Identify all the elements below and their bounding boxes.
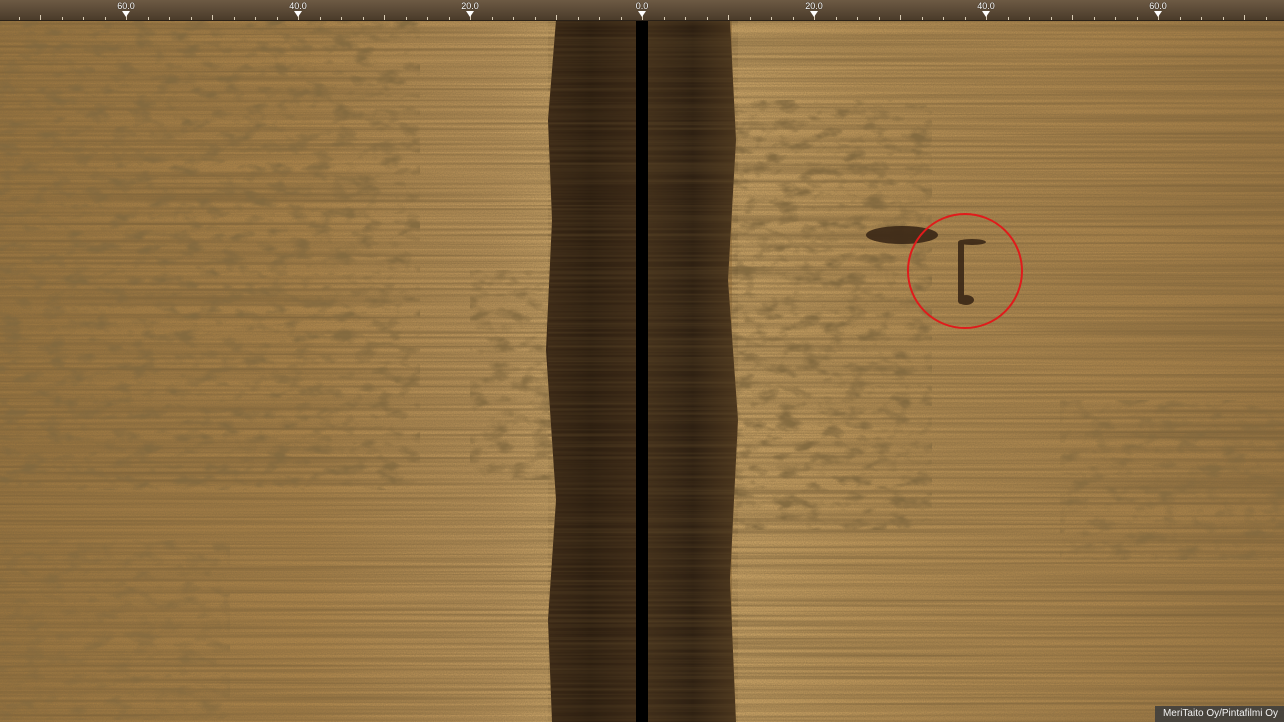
scale-tick-marker xyxy=(1154,11,1162,17)
highlight-circle xyxy=(907,213,1023,329)
scale-minor-tick xyxy=(319,17,321,20)
scale-tick-label: 40.0 xyxy=(977,1,995,11)
nadir-line xyxy=(636,20,648,722)
scale-tick-marker xyxy=(810,11,818,17)
scale-minor-tick xyxy=(599,17,600,20)
scale-minor-tick xyxy=(663,17,665,20)
scale-minor-tick xyxy=(620,17,622,20)
scale-minor-tick xyxy=(448,17,450,20)
scale-minor-tick xyxy=(900,15,901,20)
scale-minor-tick xyxy=(405,17,407,20)
scale-minor-tick xyxy=(255,17,256,20)
scale-minor-tick xyxy=(1179,17,1181,20)
scale-minor-tick xyxy=(427,17,428,20)
scale-tick-label: 60.0 xyxy=(1149,1,1167,11)
scale-minor-tick xyxy=(1050,17,1052,20)
target-object xyxy=(866,226,986,305)
scale-minor-tick xyxy=(341,17,342,20)
scale-minor-tick xyxy=(728,15,729,20)
scale-minor-tick xyxy=(943,17,944,20)
scale-minor-tick xyxy=(61,17,63,20)
scale-minor-tick xyxy=(169,17,170,20)
scale-minor-tick xyxy=(642,15,643,20)
scale-minor-tick xyxy=(1158,15,1159,20)
scale-tick-label: 20.0 xyxy=(805,1,823,11)
scale-minor-tick xyxy=(147,17,149,20)
scale-tick-marker xyxy=(982,11,990,17)
scale-minor-tick xyxy=(685,17,686,20)
scale-minor-tick xyxy=(1136,17,1138,20)
scale-minor-tick xyxy=(470,15,471,20)
scale-minor-tick xyxy=(1093,17,1095,20)
scale-minor-tick xyxy=(1265,17,1267,20)
scale-minor-tick xyxy=(1222,17,1224,20)
scale-minor-tick xyxy=(513,17,514,20)
scale-minor-tick xyxy=(706,17,708,20)
scale-minor-tick xyxy=(491,17,493,20)
range-scale-bar: 60.0 40.0 20.0 0.0 20.0 40.0 60.0 xyxy=(0,0,1284,21)
scale-minor-tick xyxy=(18,17,20,20)
scale-minor-tick xyxy=(190,17,192,20)
scale-minor-tick xyxy=(749,17,751,20)
scale-minor-tick xyxy=(104,17,106,20)
scale-minor-tick xyxy=(1244,15,1245,20)
scale-minor-tick xyxy=(771,17,772,20)
scale-minor-tick xyxy=(233,17,235,20)
credit-label: MeriTaito Oy/Pintafilmi Oy xyxy=(1154,706,1284,722)
scale-minor-tick xyxy=(1115,17,1116,20)
scale-minor-tick xyxy=(40,15,41,20)
scale-minor-tick xyxy=(276,17,278,20)
scale-tick-label: 0.0 xyxy=(635,1,649,11)
scale-tick-label: 40.0 xyxy=(289,1,307,11)
scale-minor-tick xyxy=(857,17,858,20)
scale-tick-marker xyxy=(466,11,474,17)
scale-minor-tick xyxy=(814,15,815,20)
scale-minor-tick xyxy=(964,17,966,20)
scale-tick-marker xyxy=(294,11,302,17)
scale-tick-marker xyxy=(638,11,646,17)
scale-minor-tick xyxy=(1072,15,1073,20)
scale-minor-tick xyxy=(83,17,84,20)
scale-minor-tick xyxy=(577,17,579,20)
sonar-image[interactable] xyxy=(0,20,1284,722)
scale-minor-tick xyxy=(921,17,923,20)
scale-tick-marker xyxy=(122,11,130,17)
scale-minor-tick xyxy=(126,15,127,20)
scale-minor-tick xyxy=(534,17,536,20)
scale-minor-tick xyxy=(878,17,880,20)
scale-minor-tick xyxy=(835,17,837,20)
scale-minor-tick xyxy=(792,17,794,20)
scale-minor-tick xyxy=(986,15,987,20)
scale-minor-tick xyxy=(212,15,213,20)
scale-minor-tick xyxy=(1007,17,1009,20)
scale-minor-tick xyxy=(1029,17,1030,20)
scale-tick-label: 60.0 xyxy=(117,1,135,11)
scale-minor-tick xyxy=(362,17,364,20)
scale-tick-label: 20.0 xyxy=(461,1,479,11)
scale-minor-tick xyxy=(384,15,385,20)
scale-minor-tick xyxy=(1201,17,1202,20)
scale-minor-tick xyxy=(298,15,299,20)
scale-minor-tick xyxy=(556,15,557,20)
